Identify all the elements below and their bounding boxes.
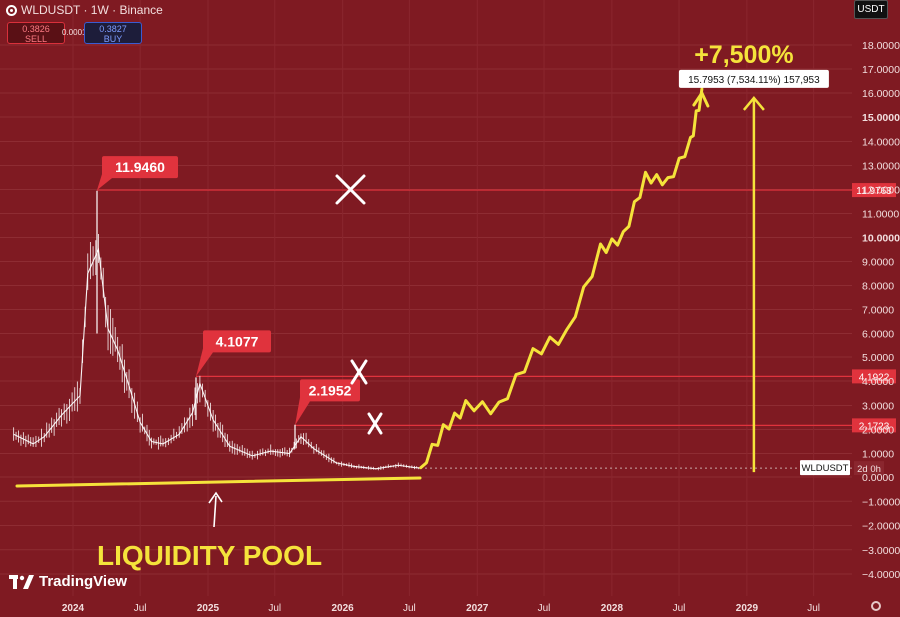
axis-level-text: 2.1723 (859, 421, 890, 432)
price-label-box (102, 156, 178, 179)
y-tick-label: 10.0000 (862, 233, 900, 245)
y-tick-label: 14.0000 (862, 137, 900, 149)
axis-level-text: 11.9763 (856, 186, 892, 197)
y-tick-label: −3.0000 (862, 545, 900, 557)
axis-level-tag (852, 418, 896, 433)
x-tick-label: 2029 (736, 603, 759, 614)
price-label-box (300, 379, 360, 402)
x-tick-label: 2028 (601, 603, 624, 614)
y-tick-label: 17.0000 (862, 64, 900, 76)
projection-path (419, 87, 704, 470)
axis-level-tag (852, 183, 896, 198)
support-arrow-head (208, 491, 223, 504)
support-arrow (213, 495, 217, 528)
y-tick-label: −4.0000 (862, 569, 900, 581)
resistance-levels: 11.9460 11.9763 4.1077 4.1922 2.1952 2.1723 (97, 156, 896, 433)
y-tick-label: −1.0000 (862, 496, 900, 508)
price-label-text: 11.9460 (115, 159, 165, 175)
measure-arrowhead (742, 95, 765, 111)
x-tick-label: 2024 (62, 603, 85, 614)
current-symbol-tag (800, 460, 850, 476)
y-tick-label: 18.0000 (862, 40, 900, 52)
tradingview-wordmark: TradingView (39, 573, 128, 590)
worldcoin-icon (6, 4, 17, 16)
price-line (13, 247, 421, 470)
y-tick-label: 5.0000 (862, 352, 894, 364)
buy-price: 0.3827 (99, 24, 127, 34)
sell-price: 0.3826 (22, 24, 50, 34)
x-tick-label: Jul (538, 603, 551, 614)
cross-mark (367, 412, 383, 435)
projection-arrowhead (692, 89, 710, 108)
buy-button[interactable]: 0.3827 BUY (84, 22, 142, 44)
sell-button[interactable]: 0.3826 SELL (7, 22, 65, 44)
x-tick-label: Jul (673, 603, 686, 614)
y-tick-label: 15.0000 (862, 112, 900, 124)
axes: 18.0000 17.0000 16.0000 15.0000 14.0000 13.00… (62, 40, 900, 614)
tradingview-logo[interactable]: TradingView (9, 573, 127, 590)
countdown-box (854, 461, 884, 476)
y-tick-label: 13.0000 (862, 161, 900, 173)
price-label-pointer (295, 397, 310, 426)
axis-level-tag (852, 369, 896, 384)
countdown-text: 2d 0h (857, 464, 881, 475)
y-tick-label: 8.0000 (862, 281, 894, 293)
symbol-title: WLDUSDT · 1W · Binance (21, 3, 163, 17)
grid (0, 0, 852, 596)
symbol-header[interactable]: WLDUSDT · 1W · Binance (6, 1, 163, 19)
y-tick-label: 12.0000 (862, 185, 900, 197)
annotations: WLDUSDT 2d 0h LIQUIDITY POOL 15.7953 (7,534… (15, 41, 884, 571)
y-tick-label: 16.0000 (862, 88, 900, 100)
price-label-pointer (196, 348, 213, 377)
support-line (15, 476, 422, 488)
x-tick-label: Jul (268, 603, 281, 614)
measure-label-text: 15.7953 (7,534.11%) 157,953 (688, 75, 820, 86)
spread-value: 0.0001 (62, 28, 87, 37)
cross-mark (335, 174, 366, 205)
price-series (13, 190, 421, 471)
x-tick-label: Jul (403, 603, 416, 614)
measure-headline: +7,500% (694, 41, 793, 69)
gear-icon[interactable] (871, 601, 881, 611)
y-tick-label: 7.0000 (862, 305, 894, 317)
sell-label: SELL (24, 34, 48, 44)
price-label-text: 4.1077 (216, 333, 259, 349)
x-tick-label: 2025 (197, 603, 220, 614)
cross-mark (350, 359, 368, 385)
x-tick-label: 2026 (332, 603, 355, 614)
y-tick-label: 9.0000 (862, 257, 894, 269)
y-tick-label: −2.0000 (862, 521, 900, 533)
y-tick-label: 4.0000 (862, 376, 894, 388)
x-tick-label: Jul (134, 603, 147, 614)
tradingview-logo-icon (9, 574, 34, 589)
price-label-pointer (97, 174, 112, 191)
y-tick-label: 6.0000 (862, 329, 894, 341)
axis-level-text: 4.1922 (859, 372, 890, 383)
price-label-box (203, 330, 271, 353)
liquidity-pool-label: LIQUIDITY POOL (97, 540, 322, 571)
price-label-text: 2.1952 (309, 382, 352, 398)
y-tick-label: 11.0000 (862, 209, 899, 221)
x-tick-label: Jul (807, 603, 820, 614)
measure-label-box (678, 69, 829, 88)
y-tick-label: 3.0000 (862, 401, 894, 413)
y-tick-label: 1.0000 (862, 449, 894, 461)
buy-label: BUY (103, 34, 123, 44)
x-tick-label: 2027 (466, 603, 489, 614)
y-tick-label: 0.0000 (862, 472, 894, 484)
currency-button[interactable]: USDT (854, 0, 888, 19)
current-symbol-text: WLDUSDT (802, 463, 849, 474)
y-tick-label: 2.0000 (862, 425, 894, 437)
